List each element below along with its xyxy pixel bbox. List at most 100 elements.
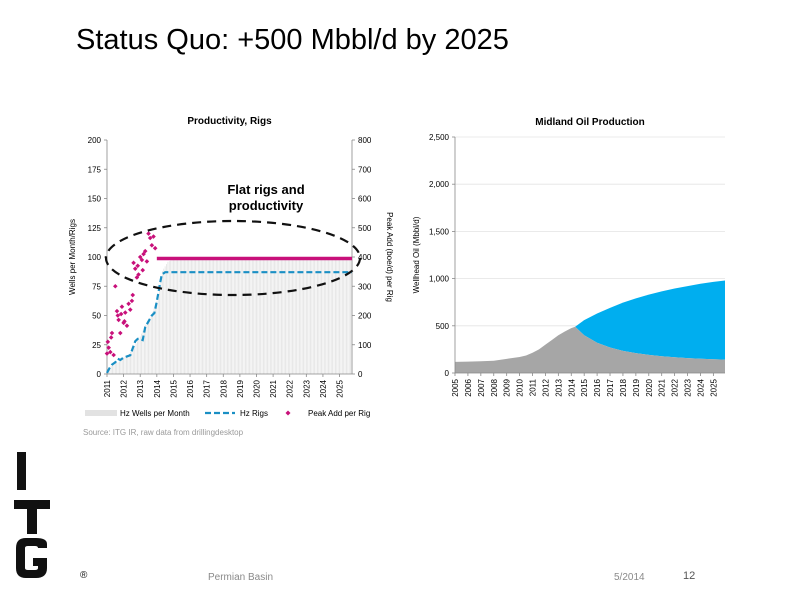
x-tick-label: 2005: [451, 378, 460, 396]
well-bar: [204, 259, 206, 374]
well-bar: [200, 259, 202, 374]
well-bar: [220, 259, 221, 374]
peak-add-point: [131, 260, 136, 266]
annotation-ellipse: [104, 219, 362, 297]
y-tick-label: 50: [92, 312, 101, 321]
peak-add-point: [127, 307, 133, 312]
peak-add-point: [135, 263, 141, 269]
well-bar: [251, 259, 253, 374]
peak-add-point: [130, 292, 136, 298]
well-bar: [308, 259, 310, 374]
well-bar: [312, 259, 314, 374]
well-bar: [149, 317, 151, 374]
well-bar: [283, 259, 285, 374]
well-bar: [206, 259, 208, 374]
well-bar: [279, 259, 281, 374]
x-tick-label: 2020: [645, 378, 654, 396]
well-bar: [250, 259, 252, 374]
well-bar: [132, 348, 134, 374]
well-bar: [125, 355, 127, 374]
x-tick-label: 2018: [219, 379, 228, 397]
well-bar: [269, 259, 271, 374]
well-bar: [242, 259, 244, 374]
x-tick-label: 2018: [619, 378, 628, 396]
legend-peak-label: Peak Add per Rig: [308, 409, 370, 418]
x-tick-label: 2024: [696, 378, 705, 396]
well-bar: [117, 362, 119, 374]
well-bar: [311, 259, 313, 374]
well-bar: [123, 357, 124, 374]
well-bar: [142, 330, 144, 374]
y2-tick-label: 0: [358, 370, 363, 379]
well-bar: [182, 259, 184, 374]
well-bar: [247, 259, 249, 374]
well-bar: [211, 259, 213, 374]
productivity-rigs-chart: Productivity, Rigs 0 25 50 75 100 125 150 175 200…: [68, 116, 394, 418]
well-bar: [138, 338, 140, 374]
well-bar: [281, 259, 282, 374]
peak-add-point: [149, 243, 155, 248]
well-bar: [141, 333, 142, 374]
well-bar: [137, 341, 138, 374]
well-bar: [274, 259, 275, 374]
peak-add-point: [132, 266, 138, 271]
well-bar: [184, 259, 185, 374]
well-bar: [263, 259, 264, 374]
well-bar: [157, 293, 159, 374]
source-note: Source: ITG IR, raw data from drillingde…: [83, 428, 244, 437]
well-bar: [218, 259, 220, 374]
well-bar: [335, 259, 336, 374]
peak-add-point: [116, 317, 121, 323]
hz-rigs-line: [106, 271, 352, 374]
well-bar: [156, 301, 158, 374]
well-bar: [175, 259, 177, 374]
well-bar: [287, 259, 289, 374]
well-bar: [346, 259, 347, 374]
well-bar: [222, 259, 224, 374]
well-bar: [267, 259, 268, 374]
well-bar: [294, 259, 296, 374]
y-tick-label: 175: [88, 165, 102, 174]
peak-add-point: [109, 330, 115, 336]
well-bar: [300, 259, 302, 374]
well-bar: [152, 312, 154, 374]
well-bar: [197, 259, 199, 374]
peak-add-point: [122, 319, 127, 324]
well-bar: [258, 259, 260, 374]
well-bar: [110, 366, 112, 374]
well-bar: [303, 259, 304, 374]
well-bar: [350, 259, 351, 374]
well-bar: [254, 259, 256, 374]
well-bar: [173, 259, 174, 374]
well-bar: [246, 259, 248, 374]
well-bar: [131, 350, 133, 374]
y2-tick-label: 300: [358, 282, 372, 291]
well-bar: [161, 270, 163, 374]
well-bar: [213, 259, 214, 374]
well-bar: [170, 260, 172, 374]
well-bar: [150, 315, 152, 374]
peak-add-point: [104, 351, 110, 356]
x-tick-label: 2010: [516, 378, 525, 396]
y-tick-label: 500: [436, 322, 450, 331]
well-bar: [116, 362, 118, 374]
well-bar: [114, 363, 116, 374]
x-tick-label: 2022: [286, 379, 295, 397]
well-bar: [272, 259, 274, 374]
well-bar: [196, 259, 198, 374]
itg-logo: ®: [14, 452, 88, 581]
x-tick-label: 2017: [606, 378, 615, 396]
well-bar: [290, 259, 292, 374]
well-bar: [202, 259, 203, 374]
well-bar: [276, 259, 278, 374]
y-tick-label: 125: [88, 224, 102, 233]
annotation-line-2: productivity: [229, 198, 304, 213]
well-bar: [120, 359, 122, 374]
well-bar: [239, 259, 241, 374]
well-bar: [340, 259, 342, 374]
well-bar: [225, 259, 227, 374]
well-bar: [328, 259, 329, 374]
well-bar: [343, 259, 345, 374]
x-tick-label: 2021: [269, 379, 278, 397]
well-bar: [348, 259, 350, 374]
